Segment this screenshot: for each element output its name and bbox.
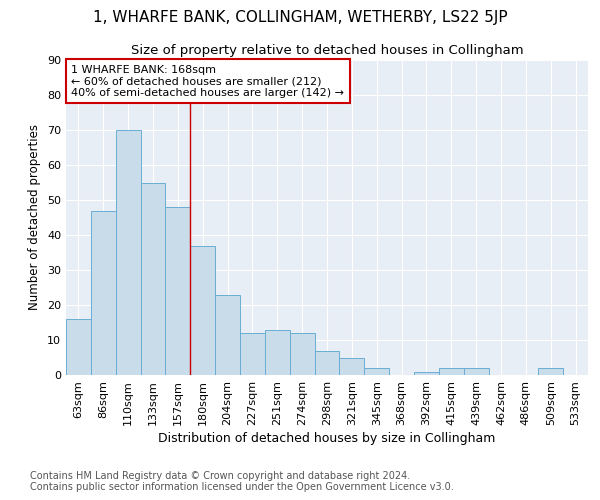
Title: Size of property relative to detached houses in Collingham: Size of property relative to detached ho…: [131, 44, 523, 58]
Text: 1 WHARFE BANK: 168sqm
← 60% of detached houses are smaller (212)
40% of semi-det: 1 WHARFE BANK: 168sqm ← 60% of detached …: [71, 64, 344, 98]
Bar: [116, 130, 140, 375]
Bar: [464, 368, 488, 375]
Text: Contains HM Land Registry data © Crown copyright and database right 2024.
Contai: Contains HM Land Registry data © Crown c…: [30, 471, 454, 492]
Bar: [290, 333, 314, 375]
Y-axis label: Number of detached properties: Number of detached properties: [28, 124, 41, 310]
Bar: [414, 372, 439, 375]
Bar: [538, 368, 563, 375]
Bar: [240, 333, 265, 375]
Bar: [364, 368, 389, 375]
Bar: [166, 207, 190, 375]
Bar: [439, 368, 464, 375]
X-axis label: Distribution of detached houses by size in Collingham: Distribution of detached houses by size …: [158, 432, 496, 445]
Bar: [340, 358, 364, 375]
Bar: [190, 246, 215, 375]
Bar: [91, 210, 116, 375]
Bar: [314, 350, 340, 375]
Bar: [215, 294, 240, 375]
Text: 1, WHARFE BANK, COLLINGHAM, WETHERBY, LS22 5JP: 1, WHARFE BANK, COLLINGHAM, WETHERBY, LS…: [92, 10, 508, 25]
Bar: [265, 330, 290, 375]
Bar: [140, 182, 166, 375]
Bar: [66, 319, 91, 375]
